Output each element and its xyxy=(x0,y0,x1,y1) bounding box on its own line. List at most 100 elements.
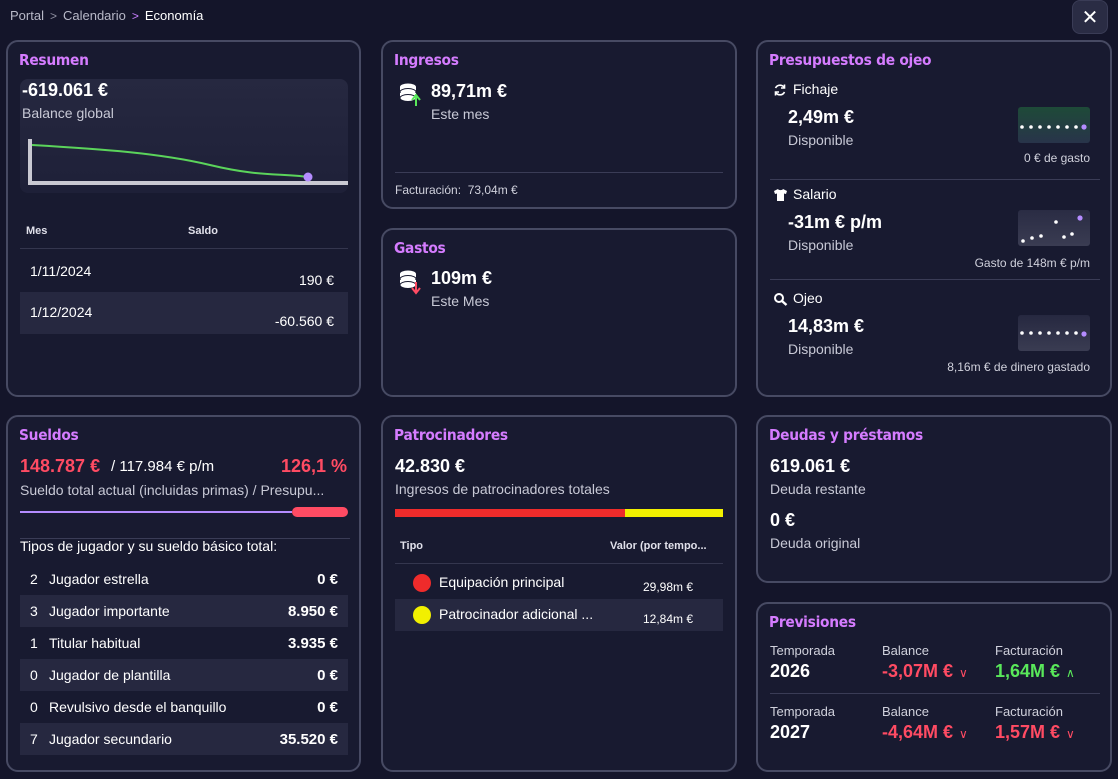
sponsor-value: 12,84m € xyxy=(643,612,694,626)
mini-chart xyxy=(1018,210,1090,246)
budget-value: 2,49m € xyxy=(788,107,855,127)
close-icon: ✕ xyxy=(1081,6,1099,29)
card-title: Sueldos xyxy=(19,426,79,444)
debt-remaining-label: Deuda restante xyxy=(770,481,866,497)
breadcrumb: Portal > Calendario > Economía xyxy=(10,8,203,23)
budget-item-salario[interactable]: Salario -31m € p/m Disponible Gasto de 1… xyxy=(758,183,1110,283)
resumen-card: Resumen -619.061 € Balance global Mes Sa… xyxy=(6,40,361,397)
list-item[interactable]: 0 Jugador de plantilla 0 € xyxy=(20,659,348,691)
sponsors-stacked-bar xyxy=(395,509,723,517)
budget-name: Fichaje xyxy=(793,81,839,97)
debt-original-label: Deuda original xyxy=(770,535,861,551)
player-type: Titular habitual xyxy=(49,635,141,651)
player-count: 0 xyxy=(30,667,38,683)
sponsor-color-dot xyxy=(413,574,431,592)
sponsor-name: Equipación principal xyxy=(439,574,565,590)
facturacion-value: Facturación: 73,04m € xyxy=(395,183,518,197)
gastos-card: Gastos 109m € Este Mes xyxy=(381,228,737,397)
global-balance-value: -619.061 € xyxy=(22,80,109,100)
deudas-card: Deudas y préstamos 619.061 € Deuda resta… xyxy=(756,415,1112,583)
refresh-icon xyxy=(774,84,786,96)
row-mes: 1/11/2024 xyxy=(30,263,92,279)
mini-chart-dots xyxy=(1021,215,1083,243)
season-label: Temporada xyxy=(770,643,836,658)
breadcrumb-portal[interactable]: Portal xyxy=(10,8,44,23)
divider xyxy=(20,538,350,539)
card-title: Resumen xyxy=(19,51,89,69)
balance-line xyxy=(31,144,309,178)
forecast-billing[interactable]: 1,57M € ∨ xyxy=(995,722,1075,743)
chevron-down-icon: ∨ xyxy=(1066,727,1075,741)
list-item[interactable]: 0 Revulsivo desde el banquillo 0 € xyxy=(20,691,348,723)
chevron-down-icon: ∨ xyxy=(959,727,968,741)
list-item[interactable]: 1 Titular habitual 3.935 € xyxy=(20,627,348,659)
player-count: 1 xyxy=(30,635,38,651)
forecast-balance[interactable]: -3,07M € ∨ xyxy=(882,661,968,682)
player-type: Revulsivo desde el banquillo xyxy=(49,699,227,715)
season-label: Temporada xyxy=(770,704,836,719)
salary-desc: Sueldo total actual (incluidas primas) /… xyxy=(20,482,325,498)
billing-label: Facturación xyxy=(995,643,1063,658)
balance-chart-box: -619.061 € Balance global xyxy=(20,79,348,193)
list-item[interactable]: 3 Jugador importante 8.950 € xyxy=(20,595,348,627)
forecast-billing[interactable]: 1,64M € ∧ xyxy=(995,661,1075,682)
salary-actual: 148.787 € xyxy=(20,456,101,476)
card-title: Patrocinadores xyxy=(394,426,508,444)
budget-name: Ojeo xyxy=(793,290,823,306)
budget-value: -31m € p/m xyxy=(788,212,883,232)
close-button[interactable]: ✕ xyxy=(1072,0,1108,34)
player-salary: 0 € xyxy=(317,698,338,716)
sponsor-bar-segment xyxy=(624,509,723,517)
budget-item-ojeo[interactable]: Ojeo 14,83m € Disponible 8,16m € de dine… xyxy=(758,287,1110,387)
sueldos-card: Sueldos 148.787 € / 117.984 € p/m 126,1 … xyxy=(6,415,361,772)
row-mes: 1/12/2024 xyxy=(30,304,93,320)
balance-label: Balance xyxy=(882,704,929,719)
mini-chart-dots xyxy=(1020,331,1087,337)
divider xyxy=(395,172,723,173)
balance-line-chart xyxy=(28,139,348,185)
forecast-balance-value: -4,64M € xyxy=(882,722,954,742)
divider xyxy=(770,179,1100,180)
card-title: Deudas y préstamos xyxy=(769,426,923,444)
player-salary: 3.935 € xyxy=(287,634,338,652)
coins-up-icon xyxy=(399,83,421,106)
salary-progress-budget xyxy=(20,511,292,513)
forecast-billing-value: 1,64M € xyxy=(995,661,1061,681)
ingresos-value: 89,71m € xyxy=(431,81,508,101)
chevron-right-icon: > xyxy=(49,8,57,23)
patrocinadores-card: Patrocinadores 42.830 € Ingresos de patr… xyxy=(381,415,737,772)
card-title: Presupuestos de ojeo xyxy=(769,51,932,69)
list-item[interactable]: 7 Jugador secundario 35.520 € xyxy=(20,723,348,755)
sponsor-bar-segment xyxy=(395,509,625,517)
salary-percent: 126,1 % xyxy=(280,456,347,476)
player-type: Jugador secundario xyxy=(49,731,172,747)
budget-note: Gasto de 148m € p/m xyxy=(974,256,1090,270)
player-type: Jugador de plantilla xyxy=(49,667,171,683)
table-row[interactable]: Equipación principal 29,98m € xyxy=(395,567,723,599)
table-row[interactable]: Patrocinador adicional ... 12,84m € xyxy=(395,599,723,631)
forecast-billing-value: 1,57M € xyxy=(995,722,1061,742)
player-count: 2 xyxy=(30,571,38,587)
chevron-right-icon: > xyxy=(131,8,139,23)
budget-value: 14,83m € xyxy=(788,316,865,336)
player-salary: 35.520 € xyxy=(279,730,338,748)
chevron-up-icon: ∧ xyxy=(1066,666,1075,680)
card-title: Previsiones xyxy=(769,613,856,631)
season-value: 2026 xyxy=(770,661,811,681)
budget-item-fichaje[interactable]: Fichaje 2,49m € Disponible 0 € de gasto xyxy=(758,78,1110,178)
player-count: 3 xyxy=(30,603,38,619)
forecast-balance[interactable]: -4,64M € ∨ xyxy=(882,722,968,743)
divider xyxy=(20,248,348,249)
ingresos-label: Este mes xyxy=(431,106,490,122)
table-row[interactable]: 1/12/2024 -60.560 € xyxy=(20,292,348,334)
list-item[interactable]: 2 Jugador estrella 0 € xyxy=(20,563,348,595)
budget-label: Disponible xyxy=(788,132,854,148)
table-header-saldo: Saldo xyxy=(188,225,218,237)
row-saldo: 190 € xyxy=(298,272,334,288)
forecast-balance-value: -3,07M € xyxy=(882,661,954,681)
chevron-down-icon: ∨ xyxy=(959,666,968,680)
breadcrumb-calendario[interactable]: Calendario xyxy=(62,8,126,23)
divider xyxy=(395,563,723,564)
table-row[interactable]: 1/11/2024 190 € xyxy=(20,250,348,292)
player-count: 0 xyxy=(30,699,38,715)
